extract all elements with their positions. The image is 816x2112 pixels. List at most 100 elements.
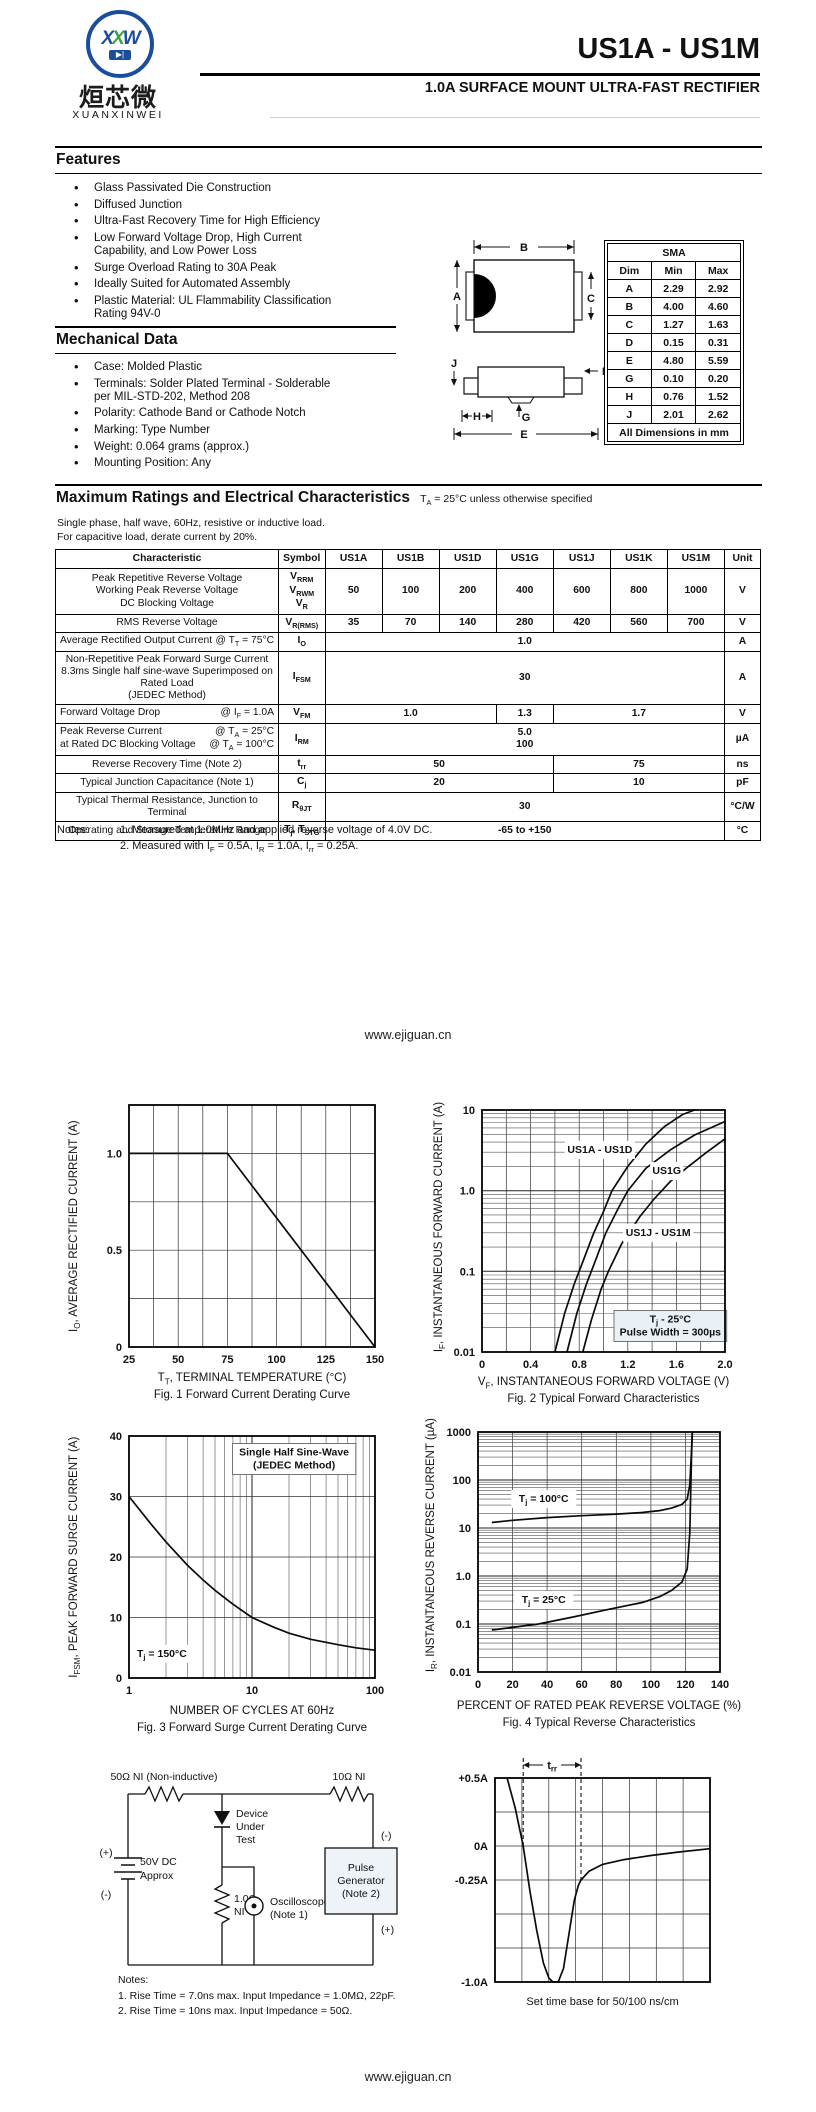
svg-text:10: 10 bbox=[459, 1523, 471, 1535]
circuit-note-2: 2. Rise Time = 10ns max. Input Impedance… bbox=[118, 2005, 353, 2017]
fig1-y-axis-label: IO, AVERAGE RECTIFIED CURRENT (A) bbox=[67, 1120, 83, 1332]
source-voltage-label-2: Approx bbox=[140, 1870, 174, 1882]
reverse-recovery-test-circuit: 50Ω NI (Non-inductive) 10Ω NI (+) (-) 50… bbox=[99, 1771, 398, 1966]
resistor-1ohm-label-2: NI bbox=[234, 1906, 245, 1918]
ratings-heading-note: TA = 25°C unless otherwise specified bbox=[420, 493, 593, 508]
cathode-band bbox=[474, 274, 496, 318]
dim-value: 2.29 bbox=[650, 279, 697, 298]
svg-text:0.1: 0.1 bbox=[460, 1266, 475, 1278]
svg-text:Tj​ = 100°C: Tj​ = 100°C bbox=[519, 1493, 569, 1507]
svg-text:(JEDEC Method): (JEDEC Method) bbox=[253, 1460, 335, 1472]
svg-text:75: 75 bbox=[221, 1354, 233, 1366]
svg-text:1.0: 1.0 bbox=[460, 1186, 475, 1198]
dim-table-row: A 2.29 2.92 bbox=[607, 279, 741, 298]
svg-text:US1G: US1G bbox=[652, 1165, 681, 1177]
svg-text:1.2: 1.2 bbox=[620, 1359, 635, 1371]
min-col-header: Min bbox=[650, 261, 697, 280]
pulse-generator-label-1: Pulse bbox=[348, 1862, 374, 1874]
fig4-typical-reverse-characteristics-chart: Tj​ = 100°C Tj​ = 25°C 0 20 40 60 80 100 120 140 0… bbox=[447, 1427, 730, 1691]
svg-text:140: 140 bbox=[711, 1679, 729, 1691]
ratings-table: Characteristic Symbol US1A US1B US1D US1G U… bbox=[54, 548, 762, 841]
svg-text:150: 150 bbox=[366, 1354, 384, 1366]
bullet-item: Case: Molded Plastic bbox=[68, 360, 336, 375]
company-logo-icon: XXW ▶| bbox=[86, 10, 154, 78]
resistor-50ohm-label: 50Ω NI (Non-inductive) bbox=[110, 1771, 217, 1783]
dim-col-header: Dim bbox=[607, 261, 652, 280]
dim-label-J: J bbox=[451, 358, 457, 370]
svg-text:100: 100 bbox=[366, 1685, 384, 1697]
dim-table-row: B 4.00 4.60 bbox=[607, 297, 741, 316]
svg-text:20: 20 bbox=[110, 1552, 122, 1564]
fig3-caption: Fig. 3 Forward Surge Current Derating Cu… bbox=[136, 1722, 368, 1734]
svg-text:100: 100 bbox=[453, 1475, 471, 1487]
bullet-item: Mounting Position: Any bbox=[68, 456, 336, 471]
svg-text:-1.0A: -1.0A bbox=[461, 1977, 488, 1989]
svg-text:0: 0 bbox=[116, 1673, 122, 1685]
svg-text:US1A - US1D: US1A - US1D bbox=[567, 1144, 632, 1156]
fig1-forward-current-derating-chart: 25 50 75 100 125 150 0 0.5 1.0 bbox=[107, 1104, 384, 1366]
fig1-caption: Fig. 1 Forward Current Derating Curve bbox=[153, 1389, 351, 1401]
dim-table-row: H 0.76 1.52 bbox=[607, 387, 741, 406]
svg-text:80: 80 bbox=[610, 1679, 622, 1691]
bullet-item: Surge Overload Rating to 30A Peak bbox=[68, 261, 336, 276]
bullet-item: Marking: Type Number bbox=[68, 423, 336, 438]
notes-label: Notes: bbox=[57, 824, 89, 836]
page-title: US1A - US1M bbox=[577, 33, 760, 65]
ratings-intro-2: For capacitive load, derate current by 2… bbox=[57, 531, 258, 543]
svg-text:1.0: 1.0 bbox=[107, 1148, 122, 1160]
svg-text:1: 1 bbox=[126, 1685, 132, 1697]
table-row: Reverse Recovery Time (Note 2) trr 50 75… bbox=[54, 754, 762, 775]
fig4-caption: Fig. 4 Typical Reverse Characteristics bbox=[502, 1717, 696, 1729]
dim-value: 4.00 bbox=[650, 297, 697, 316]
reverse-recovery-waveform-chart: trr​ +0.5A 0A -0.25A -1.0A bbox=[455, 1756, 711, 1989]
resistor-50ohm bbox=[144, 1785, 184, 1803]
table-row: Typical Junction Capacitance (Note 1) Cj… bbox=[54, 773, 762, 794]
note-1: 1. Measured at 1.0MHz and applied revers… bbox=[120, 824, 433, 836]
svg-text:0: 0 bbox=[475, 1679, 481, 1691]
svg-text:25: 25 bbox=[123, 1354, 135, 1366]
fig3-x-axis-label: NUMBER OF CYCLES AT 60Hz bbox=[169, 1705, 335, 1717]
svg-text:30: 30 bbox=[110, 1492, 122, 1504]
pulse-generator-box bbox=[324, 1847, 398, 1915]
circuit-note-1: 1. Rise Time = 7.0ns max. Input Impedanc… bbox=[118, 1990, 396, 2002]
note-2: 2. Measured with IF = 0.5A, IR = 1.0A, I… bbox=[120, 840, 359, 855]
svg-text:0A: 0A bbox=[474, 1841, 488, 1853]
dim-letter: E bbox=[607, 351, 652, 370]
dim-value: 0.15 bbox=[650, 333, 697, 352]
svg-text:60: 60 bbox=[576, 1679, 588, 1691]
svg-text:-0.25A: -0.25A bbox=[455, 1875, 488, 1887]
waveform-caption: Set time base for 50/100 ns/cm bbox=[526, 1996, 679, 2008]
bullet-item: Glass Passivated Die Construction bbox=[68, 181, 336, 196]
company-name-latin: XUANXINWEI bbox=[72, 109, 164, 121]
dut-diode-icon bbox=[214, 1811, 230, 1825]
svg-text:50: 50 bbox=[172, 1354, 184, 1366]
dim-value: 4.80 bbox=[650, 351, 697, 370]
svg-text:1.0: 1.0 bbox=[456, 1571, 471, 1583]
dim-value: 1.63 bbox=[695, 315, 741, 334]
svg-text:0.01: 0.01 bbox=[450, 1667, 471, 1679]
svg-text:100: 100 bbox=[642, 1679, 660, 1691]
table-row: Peak Repetitive Reverse Voltage Working P… bbox=[54, 568, 762, 615]
fig2-y-axis-label: IF, INSTANTANEOUS FORWARD CURRENT (A) bbox=[432, 1101, 448, 1353]
svg-text:20: 20 bbox=[506, 1679, 518, 1691]
dim-table-row: G 0.10 0.20 bbox=[607, 369, 741, 388]
dim-label-A: A bbox=[453, 291, 461, 303]
svg-text:Tj​ - 25°C: Tj​ - 25°C bbox=[650, 1314, 692, 1328]
dim-table-row: E 4.80 5.59 bbox=[607, 351, 741, 370]
ratings-header-row: Characteristic Symbol US1A US1B US1D US1G U… bbox=[54, 548, 762, 570]
title-rule bbox=[200, 73, 760, 76]
svg-text:0.01: 0.01 bbox=[454, 1347, 475, 1359]
dim-value: 0.76 bbox=[650, 387, 697, 406]
dim-label-G: G bbox=[522, 412, 531, 424]
dim-value: 2.92 bbox=[695, 279, 741, 298]
dim-label-H: H bbox=[473, 411, 481, 423]
svg-text:10: 10 bbox=[246, 1685, 258, 1697]
dim-table-row: C 1.27 1.63 bbox=[607, 315, 741, 334]
dim-table-row: D 0.15 0.31 bbox=[607, 333, 741, 352]
fig3-y-axis-label: IFSM, PEAK FORWARD SURGE CURRENT (A) bbox=[67, 1436, 83, 1678]
website-link-bottom[interactable]: www.ejiguan.cn bbox=[364, 2070, 452, 2084]
svg-text:0.4: 0.4 bbox=[523, 1359, 539, 1371]
dut-label-1: Device bbox=[236, 1808, 268, 1820]
website-link-mid[interactable]: www.ejiguan.cn bbox=[364, 1028, 452, 1042]
dim-letter: J bbox=[607, 405, 652, 424]
